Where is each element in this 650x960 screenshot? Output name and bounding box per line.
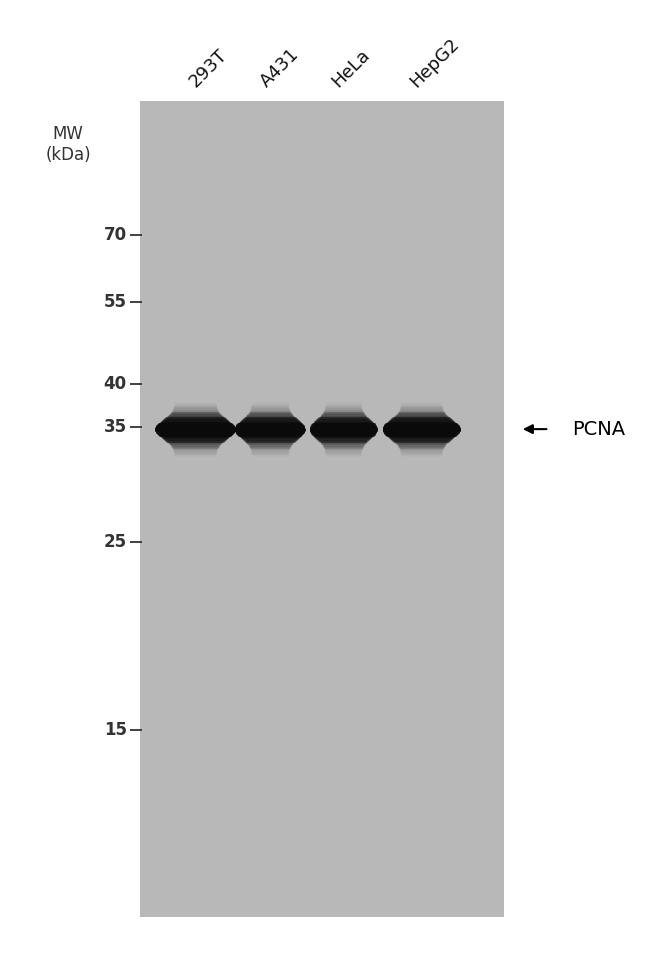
Text: HeLa: HeLa (328, 46, 374, 91)
Text: 35: 35 (103, 419, 127, 436)
Text: 15: 15 (104, 721, 127, 738)
Text: 70: 70 (103, 227, 127, 244)
Bar (140, 101, 504, 917)
Text: 40: 40 (103, 375, 127, 393)
Text: A431: A431 (257, 45, 303, 91)
Text: PCNA: PCNA (572, 420, 625, 439)
Text: HepG2: HepG2 (406, 35, 463, 91)
Text: 25: 25 (103, 534, 127, 551)
Text: 293T: 293T (185, 46, 231, 91)
Text: MW
(kDa): MW (kDa) (46, 125, 91, 163)
Text: 55: 55 (104, 294, 127, 311)
